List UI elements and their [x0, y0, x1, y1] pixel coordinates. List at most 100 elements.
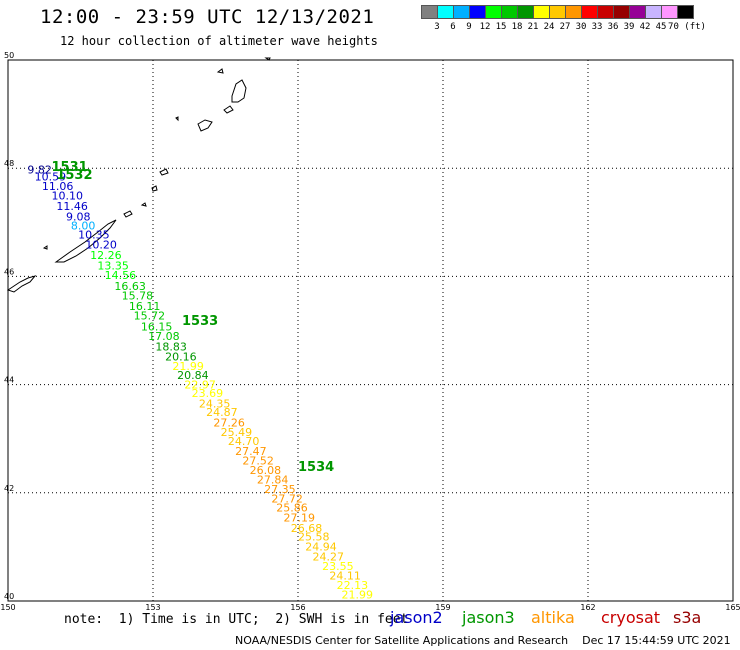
pass-number-label: 1531: [52, 160, 88, 175]
color-scale-label: 9: [466, 22, 472, 32]
swh-value-label: 24.35: [199, 397, 231, 410]
color-scale-label: 36: [607, 22, 619, 32]
lat-tick-label: 50: [4, 51, 14, 60]
coastline-island: [223, 105, 234, 114]
coastline-island: [123, 210, 133, 218]
coastline-island: [140, 202, 147, 207]
lat-tick-label: 48: [4, 159, 14, 168]
color-scale-label: 18: [511, 22, 523, 32]
color-scale-label: 21: [527, 22, 539, 32]
lat-tick-label: 42: [4, 484, 14, 493]
legend-item-s3a: s3a: [673, 608, 702, 627]
swh-value-label: 16.15: [141, 321, 173, 334]
swh-value-label: 25.49: [221, 426, 253, 439]
swh-value-label: 9.08: [66, 211, 91, 224]
swh-value-label: 20.16: [165, 350, 197, 363]
legend-item-cryosat: cryosat: [601, 608, 661, 627]
swh-value-label: 22.97: [184, 378, 216, 391]
swh-value-label: 27.19: [284, 511, 316, 524]
swh-value-label: 27.47: [235, 445, 267, 458]
swh-value-label: 11.06: [42, 180, 73, 193]
color-scale-label: 12: [479, 22, 491, 32]
lat-tick-label: 40: [4, 592, 14, 601]
swh-value-label: 15.72: [134, 310, 166, 323]
pass-number-label: 1533: [182, 314, 218, 329]
swh-data-points: 9.8210.5911.0610.1011.469.088.0010.3510.…: [27, 164, 373, 602]
color-scale-label: 15: [495, 22, 507, 32]
color-scale-label: 30: [575, 22, 587, 32]
color-scale-label: 27: [559, 22, 571, 32]
footer-note: note: 1) Time is in UTC; 2) SWH is in fe…: [64, 612, 409, 627]
swh-value-label: 26.68: [291, 522, 323, 535]
swh-value-label: 21.99: [342, 588, 374, 601]
swh-value-label: 8.00: [71, 219, 96, 232]
swh-value-label: 26.08: [250, 464, 282, 477]
legend-item-altika: altika: [531, 608, 575, 627]
color-scale-label: 24: [543, 22, 555, 32]
swh-value-label: 9.82: [27, 164, 52, 177]
legend-item-jason3: jason3: [462, 608, 515, 627]
swh-value-label: 10.10: [52, 190, 84, 203]
coastline-island: [6, 275, 37, 293]
swh-value-label: 24.11: [329, 569, 361, 582]
swh-value-label: 27.35: [264, 483, 296, 496]
coastline-island: [231, 79, 247, 103]
swh-value-label: 27.72: [271, 493, 303, 506]
swh-value-label: 18.83: [155, 341, 187, 354]
color-scale-label: 42: [639, 22, 651, 32]
swh-value-label: 11.46: [56, 200, 87, 213]
swh-value-label: 14.56: [105, 269, 136, 282]
credit-line: NOAA/NESDIS Center for Satellite Applica…: [235, 634, 731, 647]
swh-value-label: 13.35: [97, 259, 128, 272]
map-subtitle: 12 hour collection of altimeter wave hei…: [60, 34, 378, 48]
swh-value-label: 16.63: [114, 280, 146, 293]
coastline-island: [151, 185, 158, 192]
axis-tick-labels: 150 153 156 159 162 165 50 48 46 44 42 40: [0, 51, 740, 612]
color-scale-label: 33: [591, 22, 603, 32]
lon-tick-label: 150: [0, 603, 15, 612]
color-scale-label: 45: [655, 22, 667, 32]
coastline-island: [216, 68, 224, 74]
swh-value-label: 23.69: [192, 387, 224, 400]
lon-tick-label: 162: [580, 603, 595, 612]
color-scale-label: 6: [450, 22, 456, 32]
lon-tick-label: 159: [435, 603, 450, 612]
coastline-island: [54, 219, 117, 263]
swh-value-label: 22.13: [337, 579, 369, 592]
swh-value-label: 24.87: [206, 406, 238, 419]
swh-value-label: 27.84: [257, 474, 289, 487]
swh-value-label: 25.58: [298, 530, 330, 543]
swh-value-label: 10.35: [78, 229, 110, 242]
lat-tick-label: 44: [4, 376, 14, 385]
pass-number-label: 1532: [56, 168, 92, 183]
map-title: 12:00 - 23:59 UTC 12/13/2021: [40, 6, 375, 28]
swh-value-label: 24.70: [228, 435, 260, 448]
color-scale-swatch: [677, 5, 694, 19]
coastline-island: [264, 57, 271, 61]
swh-value-label: 12.26: [90, 249, 122, 262]
lon-tick-label: 165: [725, 603, 740, 612]
swh-value-label: 21.99: [172, 360, 204, 373]
color-scale-bar: [421, 5, 694, 19]
pass-number-label: 1534: [298, 460, 334, 475]
legend-item-jason2: jason2: [390, 608, 443, 627]
swh-value-label: 16.11: [129, 300, 161, 313]
swh-value-label: 10.59: [35, 171, 66, 184]
lon-tick-label: 153: [145, 603, 160, 612]
swh-value-label: 15.78: [122, 290, 154, 303]
coastline-island: [197, 119, 213, 132]
swh-value-label: 24.94: [305, 541, 337, 554]
coastline-island: [159, 168, 169, 176]
swh-value-label: 20.84: [177, 369, 209, 382]
coastline-island: [175, 116, 179, 122]
swh-value-label: 10.20: [85, 238, 117, 251]
lon-tick-label: 156: [290, 603, 305, 612]
swh-value-label: 27.52: [242, 455, 274, 468]
swh-value-label: 17.08: [148, 330, 180, 343]
map-frame: [7, 59, 734, 602]
lat-lon-grid: [7, 59, 734, 602]
lat-tick-label: 46: [4, 267, 14, 276]
swh-value-label: 23.55: [322, 560, 354, 573]
